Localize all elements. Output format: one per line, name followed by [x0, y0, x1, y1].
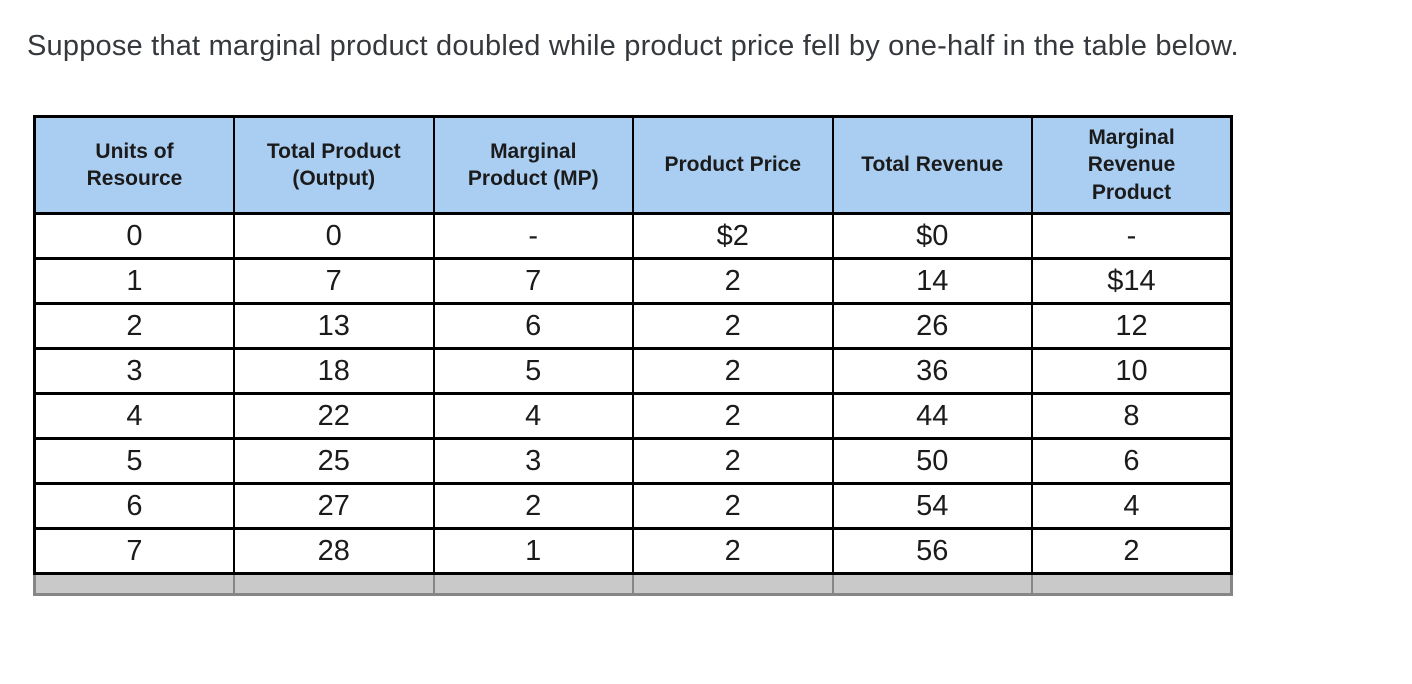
table-cell: 14	[831, 257, 1033, 305]
table-cell: -	[432, 212, 634, 260]
table-cell: 18	[233, 347, 435, 395]
table-header: Units of Resource Total Product (Output)…	[33, 115, 1233, 215]
header-total-product: Total Product (Output)	[233, 115, 435, 215]
table-cell: 8	[1031, 392, 1233, 440]
header-row: Units of Resource Total Product (Output)…	[33, 115, 1233, 215]
table-footer	[33, 572, 1233, 596]
table-cell: 5	[432, 347, 634, 395]
table-cell: 50	[831, 437, 1033, 485]
footer-cell	[33, 572, 235, 596]
table-cell: 2	[632, 392, 834, 440]
footer-cell	[432, 572, 634, 596]
table-cell: 28	[233, 527, 435, 575]
header-total-revenue: Total Revenue	[831, 115, 1033, 215]
table-cell: 12	[1031, 302, 1233, 350]
header-product-price: Product Price	[632, 115, 834, 215]
table-cell: $14	[1031, 257, 1233, 305]
header-units-of-resource: Units of Resource	[33, 115, 235, 215]
table-row: 4 22 4 2 44 8	[33, 392, 1233, 440]
table-cell: $0	[831, 212, 1033, 260]
table-cell: 7	[33, 527, 235, 575]
table-cell: 6	[33, 482, 235, 530]
table-cell: 13	[233, 302, 435, 350]
table-row: 6 27 2 2 54 4	[33, 482, 1233, 530]
table-cell: 2	[632, 302, 834, 350]
table-row: 3 18 5 2 36 10	[33, 347, 1233, 395]
table-cell: 1	[432, 527, 634, 575]
table-cell: $2	[632, 212, 834, 260]
footer-cell	[233, 572, 435, 596]
header-marginal-revenue-product: Marginal Revenue Product	[1031, 115, 1233, 215]
table-cell: 6	[1031, 437, 1233, 485]
table-cell: 36	[831, 347, 1033, 395]
footer-cell	[1031, 572, 1233, 596]
table-cell: 25	[233, 437, 435, 485]
footer-row	[33, 572, 1233, 596]
table-cell: -	[1031, 212, 1233, 260]
table-cell: 6	[432, 302, 634, 350]
marginal-revenue-product-table: Units of Resource Total Product (Output)…	[33, 115, 1233, 596]
table-body: 0 0- $2 $0-1 7 7 2 14 $14 2 13 6 2 26 12 3 18 5 2 36 10 4 22 4 2…	[33, 212, 1233, 575]
table-row: 2 13 6 2 26 12	[33, 302, 1233, 350]
table-row: 1 7 7 2 14 $14	[33, 257, 1233, 305]
table-cell: 2	[1031, 527, 1233, 575]
table-cell: 27	[233, 482, 435, 530]
table-cell: 3	[33, 347, 235, 395]
table-cell: 7	[432, 257, 634, 305]
question-text: Suppose that marginal product doubled wh…	[27, 30, 1239, 62]
table-cell: 2	[33, 302, 235, 350]
table-cell: 2	[632, 257, 834, 305]
table-row: 7 28 1 2 56 2	[33, 527, 1233, 575]
table-cell: 4	[432, 392, 634, 440]
table-row: 5 25 3 2 50 6	[33, 437, 1233, 485]
table-cell: 2	[632, 347, 834, 395]
table-row: 0 0- $2 $0-	[33, 212, 1233, 260]
table-cell: 3	[432, 437, 634, 485]
table-cell: 0	[233, 212, 435, 260]
table-cell: 4	[1031, 482, 1233, 530]
table-cell: 26	[831, 302, 1033, 350]
table-cell: 0	[33, 212, 235, 260]
table-cell: 10	[1031, 347, 1233, 395]
footer-cell	[831, 572, 1033, 596]
table-cell: 2	[632, 527, 834, 575]
table-cell: 5	[33, 437, 235, 485]
table-cell: 54	[831, 482, 1033, 530]
table-cell: 4	[33, 392, 235, 440]
table-cell: 2	[432, 482, 634, 530]
table-cell: 1	[33, 257, 235, 305]
footer-cell	[632, 572, 834, 596]
table-cell: 22	[233, 392, 435, 440]
table-cell: 2	[632, 437, 834, 485]
table-cell: 2	[632, 482, 834, 530]
header-marginal-product: Marginal Product (MP)	[432, 115, 634, 215]
table-cell: 44	[831, 392, 1033, 440]
table-cell: 7	[233, 257, 435, 305]
table-cell: 56	[831, 527, 1033, 575]
